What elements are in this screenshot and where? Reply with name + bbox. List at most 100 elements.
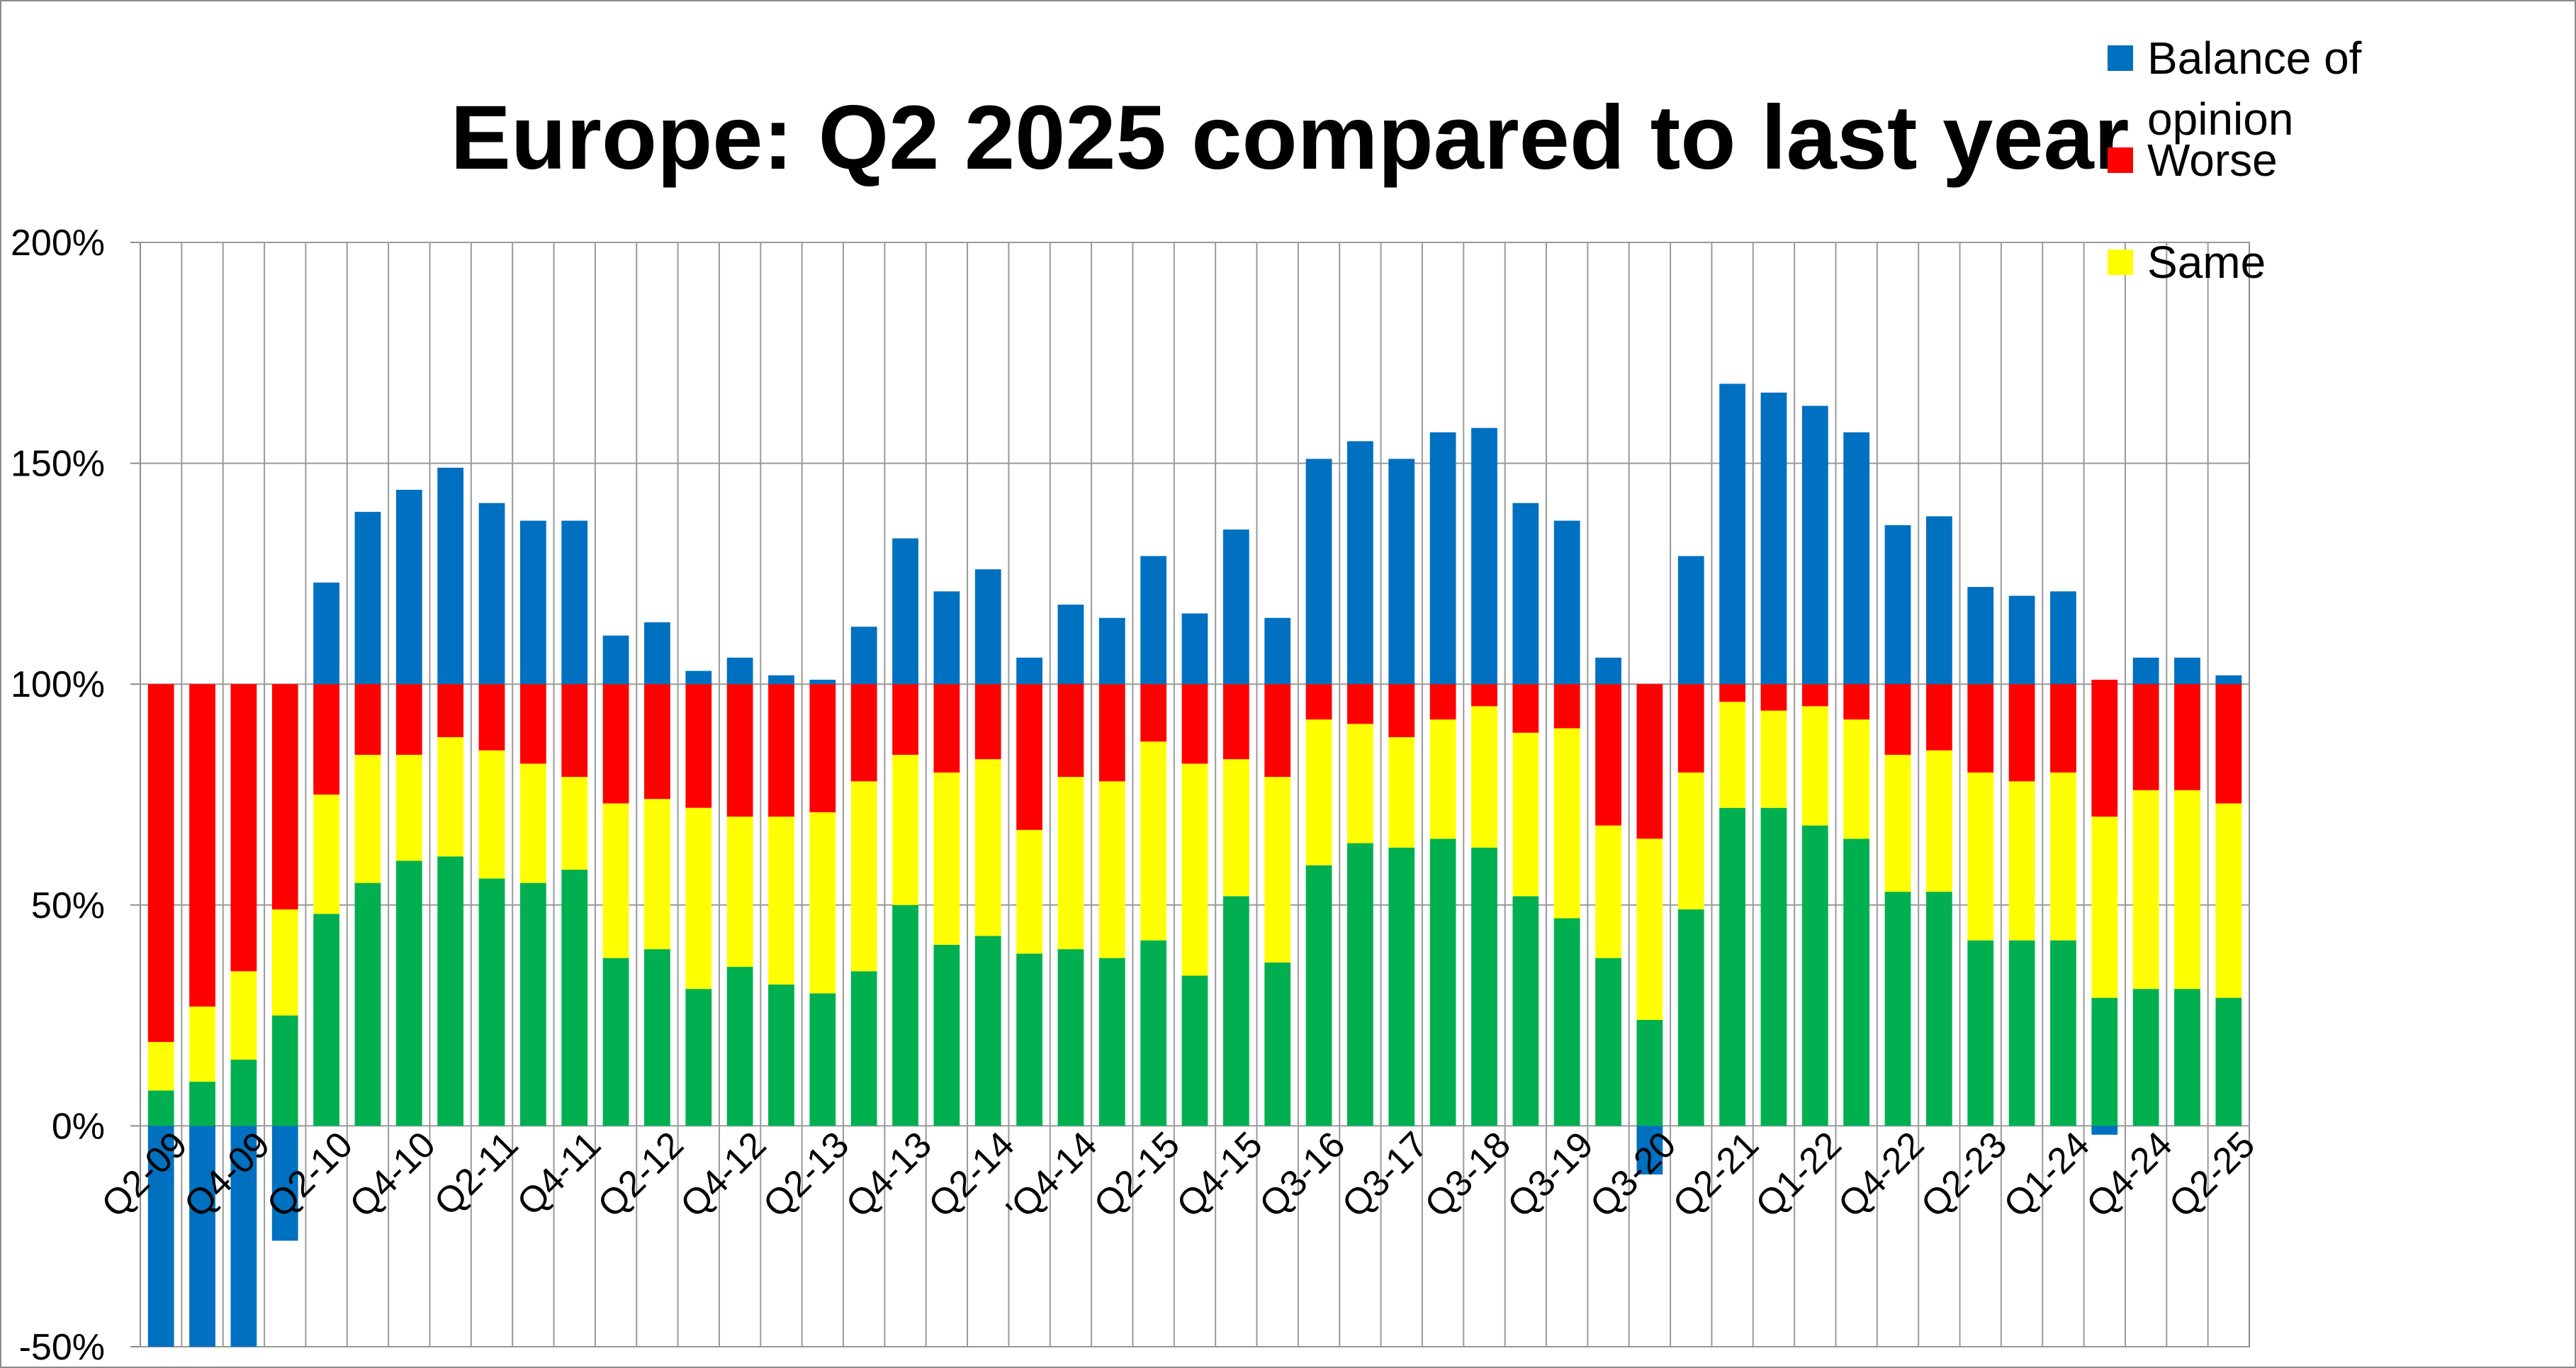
bar-segment-balance-of-opinion bbox=[1719, 383, 1745, 685]
bar-segment-series-1 bbox=[2174, 989, 2200, 1126]
bar-segment-series-1 bbox=[1595, 958, 1621, 1126]
bar-segment-series-1 bbox=[1471, 847, 1497, 1126]
bar-segment-balance-of-opinion bbox=[1760, 392, 1787, 685]
bar-segment-same bbox=[230, 971, 257, 1060]
bar-segment-series-1 bbox=[2091, 997, 2118, 1126]
chart-title: Europe: Q2 2025 compared to last year bbox=[451, 87, 2130, 189]
bar-segment-same bbox=[974, 759, 1001, 936]
bar-segment-series-1 bbox=[395, 860, 422, 1126]
bar-segment-balance-of-opinion bbox=[1347, 441, 1373, 685]
bar-segment-same bbox=[850, 781, 877, 972]
bar-segment-worse bbox=[271, 684, 298, 910]
bar-segment-series-1 bbox=[2008, 940, 2035, 1126]
bar-segment-worse bbox=[1429, 684, 1456, 720]
bar-segment-worse bbox=[1553, 684, 1580, 729]
bar-segment-worse bbox=[1636, 684, 1663, 839]
bar-segment-balance-of-opinion bbox=[2008, 595, 2035, 685]
bar-segment-same bbox=[395, 754, 422, 861]
bar-segment-worse bbox=[1595, 684, 1621, 826]
bar-segment-worse bbox=[1016, 684, 1042, 830]
bar-segment-series-1 bbox=[437, 856, 464, 1126]
bar-segment-worse bbox=[1967, 684, 1994, 773]
bar-segment-balance-of-opinion bbox=[974, 569, 1001, 685]
bar-segment-series-1 bbox=[1553, 918, 1580, 1126]
bar-segment-series-1 bbox=[519, 882, 546, 1126]
bar-segment-worse bbox=[2132, 679, 2159, 790]
bar-segment-balance-of-opinion bbox=[809, 679, 836, 685]
bar-segment-balance-of-opinion bbox=[1098, 617, 1125, 685]
bar-segment-same bbox=[644, 799, 670, 950]
y-tick-label: -50% bbox=[19, 1327, 105, 1368]
bar-segment-same bbox=[685, 807, 712, 989]
bar-segment-balance-of-opinion bbox=[354, 512, 381, 685]
bar-segment-same bbox=[1347, 724, 1373, 843]
bar-segment-series-1 bbox=[1347, 843, 1373, 1126]
bar-segment-worse bbox=[1388, 684, 1415, 737]
bar-segment-balance-of-opinion bbox=[768, 675, 794, 685]
bar-segment-balance-of-opinion bbox=[602, 635, 629, 685]
bar-segment-same bbox=[1512, 732, 1539, 897]
bar-segment-balance-of-opinion bbox=[2215, 675, 2242, 685]
bar-segment-same bbox=[1553, 728, 1580, 919]
legend-swatch bbox=[2108, 147, 2133, 173]
bar-segment-worse bbox=[1264, 684, 1291, 778]
bar-segment-same bbox=[2008, 781, 2035, 941]
bar-segment-worse bbox=[1098, 684, 1125, 782]
bar-segment-worse bbox=[1884, 679, 1911, 755]
bar-segment-worse bbox=[354, 684, 381, 755]
bar-segment-worse bbox=[768, 684, 794, 817]
bar-segment-series-1 bbox=[1305, 865, 1332, 1126]
bar-segment-series-1 bbox=[1884, 892, 1911, 1126]
bar-segment-worse bbox=[1140, 684, 1167, 742]
bar-segment-worse bbox=[478, 684, 505, 751]
bar-segment-worse bbox=[1512, 684, 1539, 733]
bar-segment-worse bbox=[1347, 684, 1373, 724]
bar-segment-series-1 bbox=[685, 989, 712, 1126]
bar-segment-worse bbox=[644, 684, 670, 800]
bar-segment-series-1 bbox=[189, 1082, 215, 1126]
bar-segment-series-1 bbox=[1098, 958, 1125, 1126]
bar-segment-worse bbox=[1925, 684, 1952, 751]
bar-segment-series-1 bbox=[1843, 839, 1870, 1126]
bar-segment-balance-of-opinion bbox=[685, 671, 712, 685]
bar-segment-balance-of-opinion bbox=[1884, 525, 1911, 685]
bar-segment-balance-of-opinion bbox=[271, 1126, 298, 1241]
bar-segment-balance-of-opinion bbox=[1222, 529, 1249, 685]
y-tick-label: 100% bbox=[11, 664, 105, 705]
bar-segment-worse bbox=[1801, 684, 1828, 707]
bar-segment-same bbox=[1305, 719, 1332, 865]
bar-segment-series-1 bbox=[478, 878, 505, 1126]
bar-segment-series-1 bbox=[1429, 839, 1456, 1126]
bar-segment-series-1 bbox=[2132, 989, 2159, 1126]
bar-segment-series-1 bbox=[1719, 807, 1745, 1126]
bar-segment-same bbox=[1016, 829, 1042, 954]
bar-segment-worse bbox=[2174, 679, 2200, 790]
bar-segment-balance-of-opinion bbox=[1595, 657, 1621, 685]
bar-segment-balance-of-opinion bbox=[1140, 556, 1167, 685]
bar-segment-worse bbox=[726, 684, 753, 817]
bar-segment-same bbox=[1471, 706, 1497, 848]
bar-segment-balance-of-opinion bbox=[1429, 432, 1456, 685]
bar-segment-worse bbox=[1843, 684, 1870, 720]
bar-segment-same bbox=[2174, 790, 2200, 989]
bar-segment-same bbox=[933, 772, 960, 945]
bar-segment-same bbox=[1801, 706, 1828, 826]
bar-segment-series-1 bbox=[1512, 896, 1539, 1126]
bar-segment-worse bbox=[933, 684, 960, 773]
bar-segment-series-1 bbox=[147, 1090, 174, 1126]
bar-segment-balance-of-opinion bbox=[1057, 605, 1084, 685]
bar-segment-same bbox=[726, 817, 753, 968]
bar-segment-series-1 bbox=[271, 1015, 298, 1126]
bar-segment-series-1 bbox=[1388, 847, 1415, 1126]
bar-segment-series-1 bbox=[1057, 949, 1084, 1126]
bar-segment-balance-of-opinion bbox=[1016, 657, 1042, 685]
bar-segment-worse bbox=[561, 684, 588, 778]
bar-segment-worse bbox=[1181, 684, 1208, 764]
bar-segment-series-1 bbox=[1016, 953, 1042, 1126]
bar-segment-series-1 bbox=[1222, 896, 1249, 1126]
bar-segment-worse bbox=[395, 684, 422, 755]
bar-segment-same bbox=[2132, 790, 2159, 989]
bar-segment-series-1 bbox=[1677, 909, 1704, 1126]
